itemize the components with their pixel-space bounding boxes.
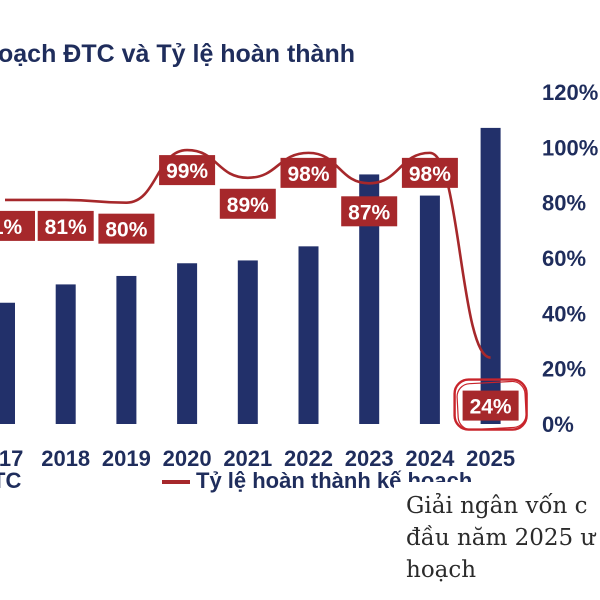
completion-rate-line (5, 148, 492, 359)
highlight-circle (456, 380, 527, 431)
data-label-box (341, 196, 398, 227)
x-tick-label: 2025 (466, 446, 515, 471)
bar (116, 275, 137, 424)
chart-title: oạch ĐTC và Tỷ lệ hoàn thành (0, 40, 355, 68)
data-label-box (401, 157, 458, 188)
bar (419, 195, 440, 424)
data-label: 87% (348, 201, 390, 224)
data-label: 24% (470, 396, 512, 419)
data-label-box (219, 188, 276, 219)
highlight-circle-group (453, 378, 528, 431)
data-label: 98% (287, 163, 329, 186)
data-label-box (37, 210, 94, 241)
y-tick-label: 20% (542, 357, 586, 382)
x-tick-label: 2024 (405, 446, 455, 471)
x-tick-label: 2023 (345, 446, 394, 471)
caption-line: hoạch (406, 557, 477, 583)
x-tick-label: 2020 (163, 446, 212, 471)
right-axis-ticks: 0% 20% 40% 60% 80% 100% 120% (542, 80, 598, 437)
bar (480, 127, 501, 425)
legend-item-bars: TC (0, 468, 22, 493)
legend-line-swatch (162, 480, 190, 484)
bar (177, 263, 198, 424)
y-tick-label: 0% (542, 412, 574, 437)
bar (55, 284, 76, 424)
data-label: 80% (105, 219, 147, 242)
data-label: 1% (0, 216, 22, 239)
data-label-box (98, 213, 155, 244)
y-tick-label: 120% (542, 80, 598, 105)
y-tick-label: 100% (542, 135, 598, 160)
caption-line: Giải ngân vốn c (406, 493, 588, 519)
data-label-box (462, 390, 519, 421)
caption-line: đầu năm 2025 ư (406, 525, 596, 551)
bar (237, 260, 258, 424)
data-label-box (0, 210, 35, 241)
bar (359, 174, 380, 424)
y-tick-label: 40% (542, 301, 586, 326)
data-label-box (280, 157, 337, 188)
bar (0, 302, 15, 424)
x-tick-label: 2021 (223, 446, 272, 471)
highlight-circle (453, 378, 528, 431)
x-axis-ticks: 017 2018 2019 2020 2021 2022 2023 2024 2025 (0, 446, 515, 471)
y-tick-label: 60% (542, 246, 586, 271)
y-tick-label: 80% (542, 191, 586, 216)
data-label-box (159, 155, 216, 186)
caption: Giải ngân vốn c đầu năm 2025 ư hoạch (394, 482, 600, 600)
x-tick-label: 2019 (102, 446, 151, 471)
bar (298, 246, 319, 424)
data-label: 81% (45, 216, 87, 239)
data-label: 99% (166, 160, 208, 183)
bars-layer (0, 127, 501, 425)
data-label: 89% (227, 194, 269, 217)
x-tick-label: 2022 (284, 446, 333, 471)
x-tick-label: 2018 (41, 446, 90, 471)
x-tick-label: 017 (0, 446, 23, 471)
data-labels: 1% 81% 80% 99% 89% 98% 87% 98% 24% (0, 155, 519, 421)
data-label: 98% (409, 163, 451, 186)
